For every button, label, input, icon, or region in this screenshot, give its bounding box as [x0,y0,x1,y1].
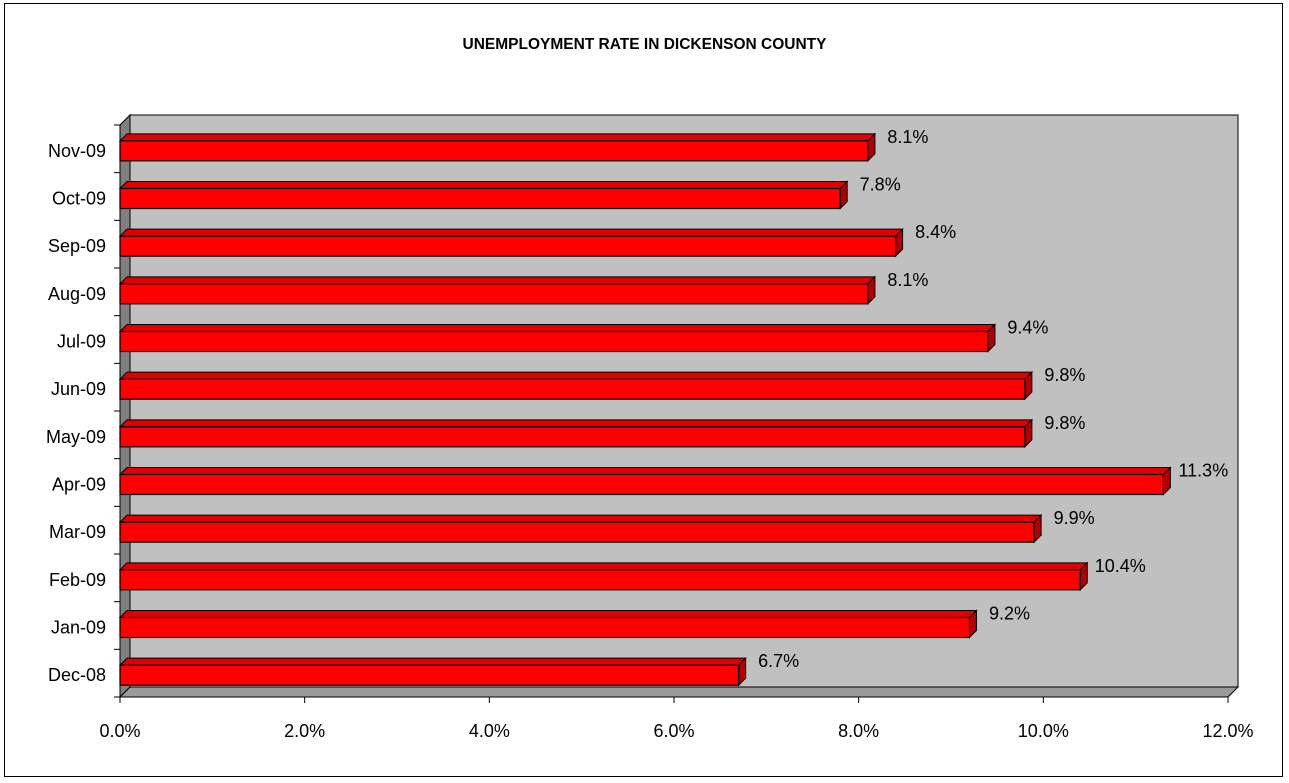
value-label: 9.8% [1044,413,1085,433]
value-label: 7.8% [860,175,901,195]
bar-top [118,610,978,618]
bar-top [118,657,747,666]
value-label: 8.1% [887,270,928,290]
bar-top [118,324,997,332]
category-label: Nov-09 [48,141,106,161]
bar [119,426,1026,448]
bar [119,378,1026,400]
bar-top [118,181,849,189]
bar-top [118,514,1043,523]
bar-top [118,371,1034,380]
chart-title: UNEMPLOYMENT RATE IN DICKENSON COUNTY [462,36,827,53]
x-axis: 0.0% 2.0% 4.0% 6.0% 8.0% 10.0% 12.0% [99,696,1254,741]
x-tick-label: 0.0% [99,721,140,741]
value-label: 8.1% [887,127,928,147]
value-label: 9.8% [1044,365,1085,385]
category-label: Sep-09 [48,236,106,256]
category-label: Dec-08 [48,665,106,685]
bar [119,521,1035,543]
category-label: Jun-09 [51,379,106,399]
bar [119,140,869,162]
bar [119,330,989,353]
category-labels: Nov-09 Oct-09 Sep-09 Aug-09 Jul-09 Jun-09 May-… [46,124,120,698]
value-label: 11.3% [1179,461,1229,481]
x-tick-label: 2.0% [284,721,325,741]
bars [118,132,1172,687]
bar [119,283,869,305]
bar [119,616,971,639]
bar [119,235,897,257]
value-label: 6.7% [758,651,799,671]
value-label: 9.2% [989,604,1030,624]
bar-top [118,133,877,142]
value-label: 10.4% [1095,556,1146,576]
x-tick-label: 12.0% [1202,721,1253,741]
value-label: 8.4% [915,222,956,242]
bar-top [118,228,904,237]
bar-top [118,467,1172,475]
category-label: Jul-09 [57,332,106,352]
bar [119,569,1081,591]
category-label: Apr-09 [52,475,106,495]
x-tick-label: 6.0% [653,721,694,741]
value-label: 9.4% [1007,318,1048,338]
category-label: Aug-09 [48,284,106,304]
bar [119,187,841,210]
category-label: Feb-09 [49,570,106,590]
bar-top [118,562,1089,571]
value-label: 9.9% [1054,508,1095,528]
category-label: Oct-09 [52,189,106,209]
value-labels: 8.1% 7.8% 8.4% 8.1% 9.4% 9.8% 9.8% 11.3% 9.9% 10.… [758,127,1228,671]
category-label: Jan-09 [51,618,106,638]
x-tick-label: 4.0% [469,721,510,741]
bar [119,473,1164,496]
category-label: Mar-09 [49,522,106,542]
bar-top [118,419,1034,428]
bar [119,664,740,686]
x-tick-label: 8.0% [838,721,879,741]
x-tick-label: 10.0% [1018,721,1069,741]
bar-top [118,276,877,285]
category-label: May-09 [46,427,106,447]
plot-floor [118,686,1240,698]
